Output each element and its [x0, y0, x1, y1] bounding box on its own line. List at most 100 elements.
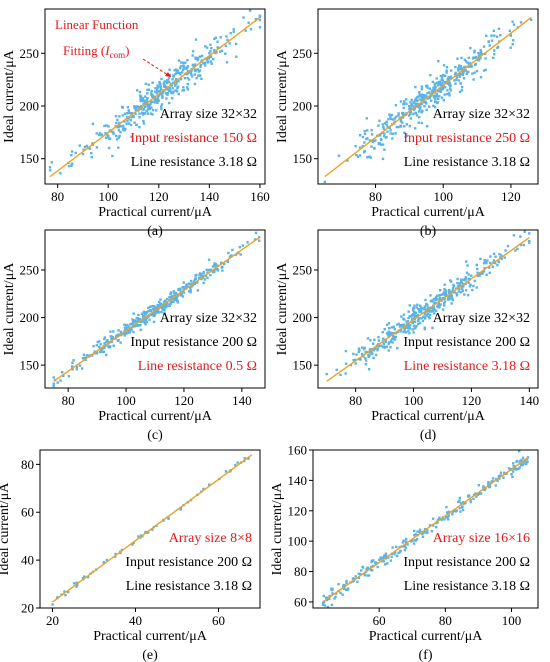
data-point: [165, 305, 168, 309]
data-point: [418, 528, 422, 531]
data-point: [121, 114, 124, 117]
data-point: [160, 77, 163, 81]
data-point: [525, 462, 528, 466]
data-point: [172, 290, 175, 293]
data-point: [432, 524, 435, 527]
data-point: [206, 61, 209, 64]
fit-line: [49, 16, 261, 178]
data-point: [478, 274, 481, 277]
data-point: [479, 272, 483, 275]
data-point: [404, 326, 407, 329]
data-point: [483, 488, 486, 492]
data-point: [481, 272, 484, 275]
data-point: [75, 365, 79, 369]
data-point: [132, 541, 135, 545]
data-point: [156, 86, 160, 89]
data-point: [166, 93, 169, 96]
data-point: [206, 271, 209, 274]
data-point: [143, 100, 147, 103]
data-point: [145, 311, 149, 314]
data-point: [177, 92, 180, 96]
data-point: [436, 101, 439, 104]
data-point: [84, 358, 87, 362]
data-point: [164, 300, 167, 303]
data-point: [421, 95, 424, 98]
x-tick-label: 140: [520, 393, 540, 408]
data-point: [125, 327, 128, 331]
data-point: [493, 49, 496, 52]
data-point: [103, 124, 106, 128]
data-point: [488, 271, 491, 274]
data-point: [494, 255, 497, 258]
data-point: [423, 527, 427, 531]
data-point: [143, 112, 146, 115]
data-point: [427, 312, 430, 315]
data-point: [385, 120, 388, 123]
data-point: [485, 261, 488, 265]
data-point: [435, 92, 438, 96]
data-point: [147, 83, 150, 86]
data-point: [500, 254, 503, 257]
data-point: [445, 515, 448, 519]
data-point: [163, 308, 166, 312]
data-point: [460, 67, 464, 70]
panel-letter: (d): [420, 428, 437, 443]
data-point: [118, 115, 121, 118]
data-point: [476, 267, 479, 271]
y-axis-label: Ideal current/μA: [275, 49, 290, 143]
data-point: [492, 56, 495, 60]
data-point: [468, 285, 472, 288]
data-point: [498, 253, 501, 256]
data-point: [193, 82, 197, 86]
data-point: [157, 304, 161, 308]
data-point: [437, 60, 440, 63]
data-point: [388, 327, 391, 330]
data-point: [423, 315, 426, 318]
data-point: [199, 272, 203, 276]
data-point: [461, 285, 464, 288]
data-point: [497, 476, 500, 479]
data-point: [387, 342, 390, 346]
data-point: [408, 124, 411, 128]
data-point: [387, 330, 390, 333]
data-point: [418, 116, 421, 119]
data-point: [393, 117, 397, 120]
data-point: [174, 89, 177, 92]
data-point: [337, 583, 340, 586]
data-point: [219, 36, 222, 39]
data-point: [365, 117, 368, 120]
data-point: [366, 156, 369, 159]
data-point: [169, 82, 172, 86]
data-point: [71, 162, 74, 165]
data-point: [177, 71, 180, 75]
data-point: [175, 82, 178, 85]
data-point: [202, 281, 205, 285]
data-point: [444, 86, 447, 89]
data-point: [145, 98, 149, 101]
data-point: [395, 545, 398, 549]
x-tick-label: 80: [369, 189, 382, 204]
data-point: [512, 464, 515, 468]
data-point: [81, 152, 85, 156]
data-point: [488, 485, 491, 489]
data-point: [325, 372, 328, 376]
data-point: [388, 113, 391, 116]
data-point: [473, 71, 476, 74]
data-point: [446, 517, 449, 520]
data-point: [512, 39, 515, 42]
data-point: [376, 349, 379, 352]
data-point: [403, 131, 406, 134]
data-point: [449, 293, 452, 296]
data-point: [368, 155, 371, 158]
data-point: [470, 274, 473, 277]
data-point: [151, 100, 154, 103]
data-point: [416, 313, 420, 317]
data-point: [462, 77, 466, 80]
data-point: [354, 358, 357, 362]
x-tick-label: 120: [174, 393, 194, 408]
data-point: [494, 261, 497, 265]
data-point: [477, 51, 480, 55]
data-point: [437, 306, 440, 309]
data-point: [123, 112, 127, 115]
